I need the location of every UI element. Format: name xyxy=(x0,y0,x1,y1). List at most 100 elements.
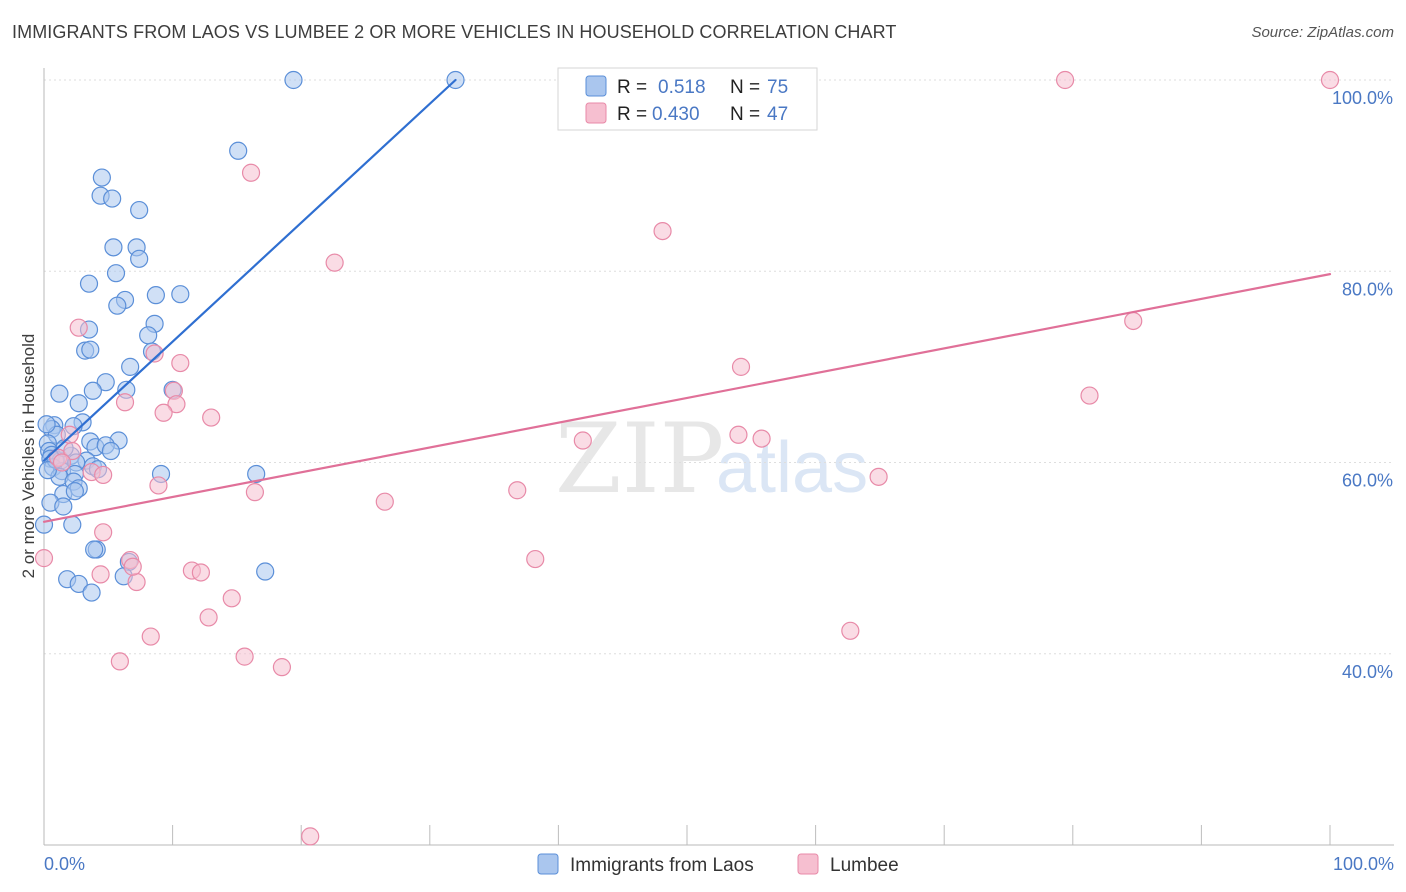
laos-point xyxy=(63,515,82,534)
lumbee-point xyxy=(34,549,54,568)
laos-point xyxy=(284,70,303,90)
y-axis-label: 2 or more Vehicles in Household xyxy=(19,334,38,579)
laos-point xyxy=(50,384,69,403)
laos-point xyxy=(101,441,120,461)
laos-point xyxy=(69,574,88,594)
lumbee-point xyxy=(145,344,164,363)
watermark-zip: ZIP xyxy=(555,403,724,515)
lumbee-point xyxy=(94,465,113,485)
laos-point xyxy=(130,249,149,268)
legend-r-label-lumbee: R = xyxy=(617,104,647,125)
series-laos-points xyxy=(34,70,465,602)
laos-point xyxy=(92,168,111,187)
laos-point xyxy=(69,394,88,413)
lumbee-point xyxy=(91,565,110,584)
lumbee-point xyxy=(375,492,394,511)
lumbee-point xyxy=(573,431,592,450)
lumbee-point xyxy=(1124,311,1143,331)
legend: R = 0.518 N = 75 R = 0.430 N = 47 xyxy=(557,67,818,131)
lumbee-point xyxy=(752,429,771,448)
bottom-legend: Immigrants from Laos Lumbee xyxy=(537,853,899,876)
lumbee-point xyxy=(127,572,146,592)
legend-r-label-laos: R = xyxy=(617,77,647,98)
laos-point xyxy=(81,340,100,359)
laos-point xyxy=(130,200,149,220)
laos-point xyxy=(65,482,84,501)
laos-point xyxy=(82,583,101,602)
laos-point xyxy=(38,461,57,480)
laos-point xyxy=(34,515,54,534)
lumbee-point xyxy=(110,652,129,671)
lumbee-point xyxy=(63,441,82,461)
y-tick-label: 80.0% xyxy=(1342,279,1393,299)
lumbee-point xyxy=(325,253,344,272)
laos-point xyxy=(79,274,99,293)
bottom-legend-label-laos: Immigrants from Laos xyxy=(570,855,754,876)
legend-n-label-lumbee: N = xyxy=(730,104,760,125)
lumbee-point xyxy=(191,563,210,582)
lumbee-point xyxy=(272,658,292,677)
laos-point xyxy=(256,562,275,581)
lumbee-trend-line xyxy=(42,273,1332,523)
legend-n-label-laos: N = xyxy=(730,77,760,98)
bottom-legend-swatch-laos xyxy=(537,853,559,875)
laos-point xyxy=(146,286,165,305)
lumbee-point xyxy=(731,357,751,376)
trend-lines xyxy=(42,78,1332,523)
laos-point xyxy=(121,357,140,376)
lumbee-point xyxy=(141,627,160,646)
laos-point xyxy=(104,238,123,257)
x-tick-label-min: 0.0% xyxy=(44,854,85,874)
lumbee-point xyxy=(508,481,527,500)
legend-r-value-lumbee: 0.430 xyxy=(652,104,700,125)
laos-point xyxy=(108,296,127,315)
lumbee-point xyxy=(115,393,135,412)
laos-point xyxy=(96,373,115,392)
laos-point xyxy=(54,497,73,516)
series-lumbee-points xyxy=(34,70,1340,846)
lumbee-point xyxy=(123,557,142,576)
lumbee-point xyxy=(1055,70,1075,90)
legend-swatch-lumbee xyxy=(585,102,607,124)
lumbee-point xyxy=(222,589,241,608)
lumbee-point xyxy=(729,425,748,444)
lumbee-point xyxy=(94,523,113,542)
laos-point xyxy=(103,189,122,208)
chart-source: Source: ZipAtlas.com xyxy=(1251,24,1394,41)
y-tick-labels: 40.0% 60.0% 80.0% 100.0% xyxy=(1332,88,1393,682)
legend-n-value-laos: 75 xyxy=(767,77,788,98)
laos-point xyxy=(37,415,56,434)
legend-r-value-laos: 0.518 xyxy=(658,77,706,98)
legend-swatch-laos xyxy=(585,75,607,97)
y-tick-label: 60.0% xyxy=(1342,471,1393,491)
lumbee-point xyxy=(235,647,254,666)
bottom-legend-swatch-lumbee xyxy=(797,853,819,875)
lumbee-point xyxy=(1320,70,1340,90)
bottom-legend-label-lumbee: Lumbee xyxy=(830,855,899,876)
legend-n-value-lumbee: 47 xyxy=(767,104,788,125)
lumbee-point xyxy=(199,608,218,627)
lumbee-point xyxy=(171,353,190,373)
lumbee-point xyxy=(149,476,168,495)
lumbee-point xyxy=(202,408,221,427)
lumbee-point xyxy=(1080,386,1099,405)
laos-point xyxy=(171,285,190,304)
laos-trend-line xyxy=(42,78,457,462)
y-tick-label: 40.0% xyxy=(1342,662,1393,682)
laos-point xyxy=(83,381,102,400)
laos-point xyxy=(106,264,126,283)
x-ticks xyxy=(172,825,1331,845)
lumbee-point xyxy=(869,467,888,486)
lumbee-point xyxy=(841,621,860,640)
laos-point xyxy=(139,326,158,345)
chart-title: IMMIGRANTS FROM LAOS VS LUMBEE 2 OR MORE… xyxy=(12,22,897,42)
y-tick-label: 100.0% xyxy=(1332,88,1393,108)
lumbee-point xyxy=(69,318,88,337)
lumbee-point xyxy=(653,221,672,241)
lumbee-point xyxy=(526,549,545,569)
lumbee-point xyxy=(241,163,261,182)
lumbee-point xyxy=(245,483,265,502)
laos-point xyxy=(247,464,266,484)
x-tick-label-max: 100.0% xyxy=(1333,854,1394,874)
